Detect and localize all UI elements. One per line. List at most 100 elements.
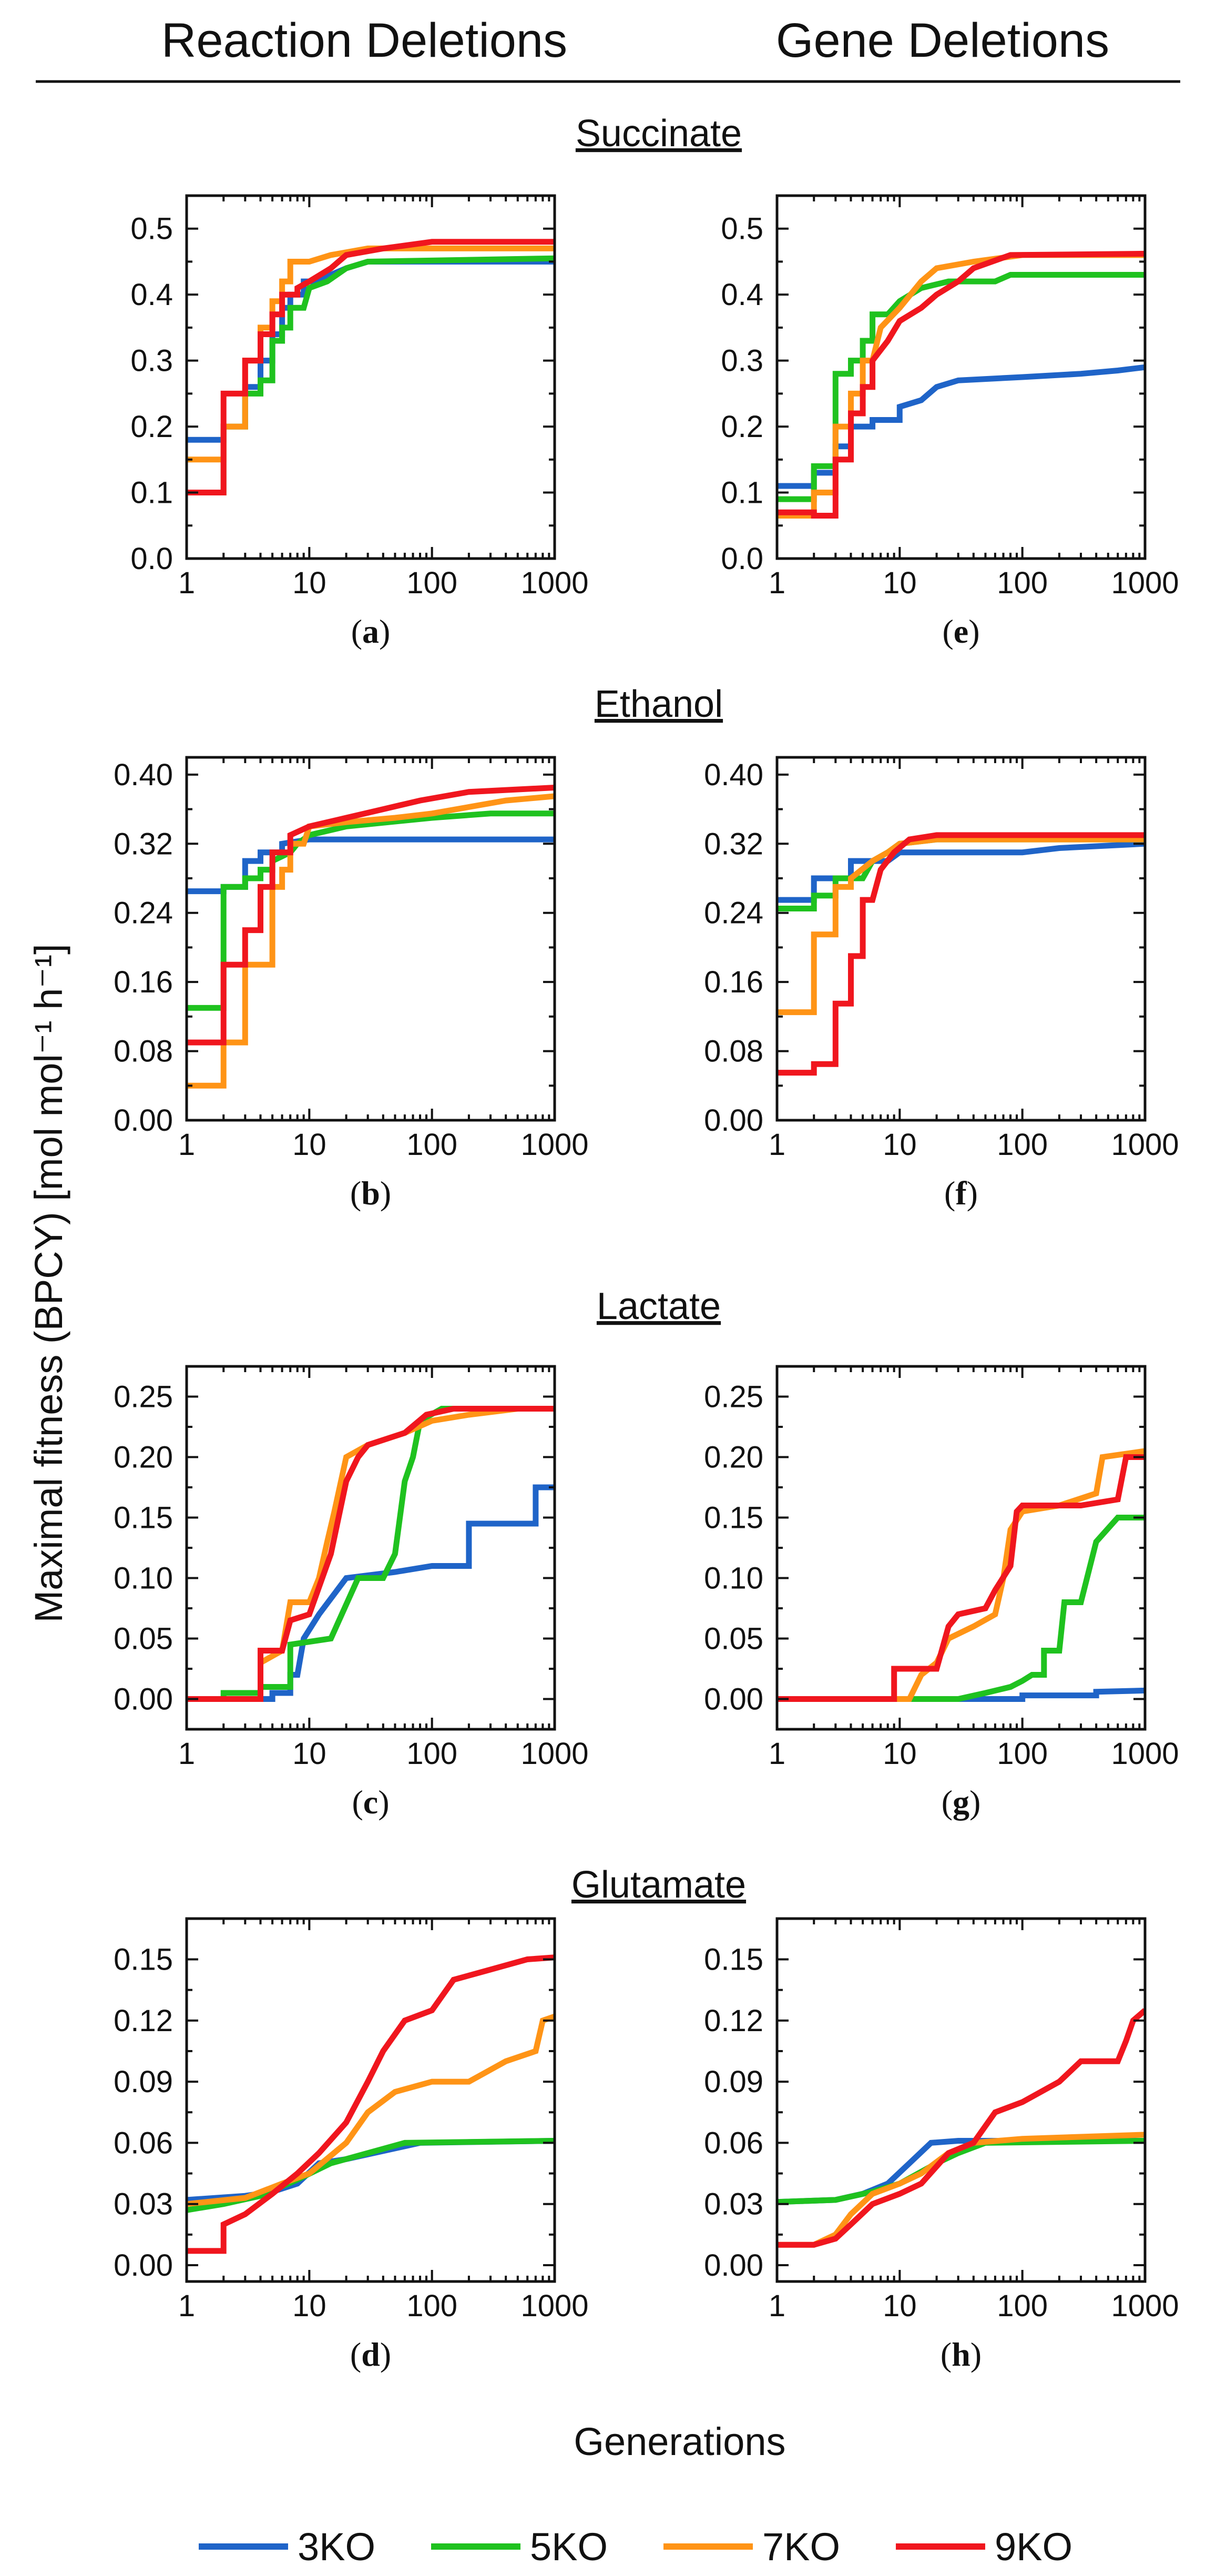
panel-c-xtick-label: 10	[292, 1737, 326, 1771]
panel-g-line-3KO	[777, 1687, 1145, 1702]
panel-a-line-3KO	[187, 259, 555, 443]
panel-b-label-open: (	[350, 1174, 361, 1212]
panel-g-label-letter: g	[953, 1783, 969, 1821]
panel-c-ytick-label: 0.10	[114, 1561, 173, 1596]
panel-a-ytick-label: 0.0	[130, 542, 173, 576]
panel-e-line-9KO	[777, 250, 1145, 519]
panel-a: 1 10 100 1000 0.0 0.1 0.2 0.3 0.4 0.5 (a)	[130, 194, 589, 650]
panel-c-label: (c)	[352, 1783, 389, 1821]
panel-g-ytick-label: 0.25	[704, 1380, 763, 1414]
panel-a-ytick-label: 0.3	[130, 344, 173, 378]
panel-b-xtick-label: 1000	[520, 1128, 588, 1162]
panel-e-line-5KO	[777, 272, 1145, 502]
panel-d: 1 10 100 1000 0.00 0.03 0.06 0.09 0.12 0.15 (d)	[114, 1917, 589, 2373]
panel-b-xtick-label: 10	[292, 1128, 326, 1162]
panel-h-ytick-label: 0.12	[704, 2004, 763, 2038]
panel-f-ytick-label: 0.16	[704, 965, 763, 999]
y-axis-title: Maximal fitness (BPCY) [mol mol⁻¹ h⁻¹]	[27, 944, 70, 1622]
panel-b-ytick-label: 0.00	[114, 1103, 173, 1138]
panel-g-frame	[775, 1365, 1147, 1731]
panel-b-xtick-label: 100	[406, 1128, 457, 1162]
panel-g-label: (g)	[942, 1783, 981, 1821]
panel-d-frame	[185, 1917, 556, 2283]
panel-a-line-7KO	[187, 245, 555, 463]
panel-c-xtick-label: 1	[178, 1737, 195, 1771]
panel-d-ytick-label: 0.15	[114, 1943, 173, 1977]
panel-d-ytick-label: 0.06	[114, 2126, 173, 2160]
panel-e-xtick-label: 1	[769, 566, 785, 600]
panel-f: 1 10 100 1000 0.00 0.08 0.16 0.24 0.32 0.40 (f)	[704, 756, 1179, 1212]
column-header-reaction: Reaction Deletions	[161, 14, 567, 67]
panel-b-line-3KO	[187, 836, 555, 895]
panel-a-series	[187, 239, 555, 495]
legend-item-7KO: 7KO	[663, 2525, 840, 2569]
panel-h-ytick-label: 0.09	[704, 2065, 763, 2099]
panel-b-xtick-label: 1	[178, 1128, 195, 1162]
panel-b-ytick-label: 0.40	[114, 758, 173, 792]
panel-d-xtick-label: 10	[292, 2289, 326, 2323]
panel-f-label-letter: f	[955, 1174, 967, 1212]
panel-e-series	[777, 250, 1145, 519]
panel-h-xtick-label: 100	[997, 2289, 1048, 2323]
panel-b-ytick-label: 0.16	[114, 965, 173, 999]
panel-e-xtick-label: 10	[883, 566, 917, 600]
panel-a-ytick-label: 0.1	[130, 476, 173, 510]
panel-b-ytick-label: 0.24	[114, 896, 173, 930]
panel-f-xtick-label: 1	[769, 1128, 785, 1162]
panel-a-ytick-label: 0.4	[130, 278, 173, 312]
panel-a-ytick-label: 0.5	[130, 212, 173, 246]
panel-a-ytick-label: 0.2	[130, 410, 173, 444]
panel-b-line-5KO	[187, 810, 555, 1011]
panel-g-ytick-label: 0.00	[704, 1682, 763, 1717]
panel-c-line-3KO	[187, 1484, 555, 1702]
panel-f-line-3KO	[777, 840, 1145, 903]
panel-c-frame	[185, 1365, 556, 1731]
panel-e-ytick-label: 0.1	[721, 476, 763, 510]
panel-f-label-close: )	[967, 1174, 978, 1212]
panel-h-xtick-label: 1000	[1111, 2289, 1179, 2323]
panel-e-xtick-label: 100	[997, 566, 1048, 600]
panel-g-line-9KO	[777, 1454, 1145, 1702]
panel-c-label-close: )	[378, 1783, 389, 1821]
legend-label-3KO: 3KO	[298, 2525, 375, 2569]
panel-f-xtick-label: 100	[997, 1128, 1048, 1162]
panel-c-line-9KO	[187, 1406, 555, 1702]
panel-b-label-close: )	[380, 1174, 391, 1212]
legend-item-9KO: 9KO	[896, 2525, 1072, 2569]
panel-h-xtick-label: 1	[769, 2289, 785, 2323]
panel-e: 1 10 100 1000 0.0 0.1 0.2 0.3 0.4 0.5 (e)	[721, 194, 1179, 650]
panel-b: 1 10 100 1000 0.00 0.08 0.16 0.24 0.32 0.40 (b)	[114, 756, 589, 1212]
section-title-lactate: Lactate	[597, 1285, 721, 1327]
panel-h-ytick-label: 0.00	[704, 2248, 763, 2283]
panel-f-ytick-label: 0.08	[704, 1035, 763, 1069]
legend: 3KO 5KO 7KO 9KO	[199, 2525, 1072, 2569]
panel-g: 1 10 100 1000 0.00 0.05 0.10 0.15 0.20 0.25 (g)	[704, 1365, 1179, 1821]
panel-g-label-close: )	[969, 1783, 980, 1821]
panel-f-line-9KO	[777, 832, 1145, 1076]
panel-h-line-9KO	[777, 2008, 1145, 2248]
panel-c-label-open: (	[352, 1783, 363, 1821]
panel-e-ytick-label: 0.0	[721, 542, 763, 576]
panel-g-ytick-label: 0.10	[704, 1561, 763, 1596]
panel-c-ytick-label: 0.15	[114, 1501, 173, 1535]
panel-g-ytick-label: 0.05	[704, 1622, 763, 1656]
section-title-succinate: Succinate	[576, 113, 742, 155]
panel-f-ytick-label: 0.40	[704, 758, 763, 792]
panel-b-ytick-label: 0.08	[114, 1035, 173, 1069]
panel-e-label-open: (	[942, 613, 953, 650]
panel-h-ytick-label: 0.15	[704, 1943, 763, 1977]
panel-a-label-open: (	[351, 613, 362, 650]
legend-item-3KO: 3KO	[199, 2525, 375, 2569]
panel-c-series	[187, 1406, 555, 1702]
panel-b-line-9KO	[187, 785, 555, 1046]
panel-f-label-open: (	[944, 1174, 955, 1212]
panel-h-label-letter: h	[952, 2336, 970, 2373]
panel-c-label-letter: c	[363, 1783, 378, 1821]
panel-g-xtick-label: 1	[769, 1737, 785, 1771]
panel-b-label-letter: b	[361, 1174, 380, 1212]
panel-b-line-7KO	[187, 793, 555, 1089]
panel-f-series	[777, 832, 1145, 1076]
panel-e-line-7KO	[777, 252, 1145, 519]
